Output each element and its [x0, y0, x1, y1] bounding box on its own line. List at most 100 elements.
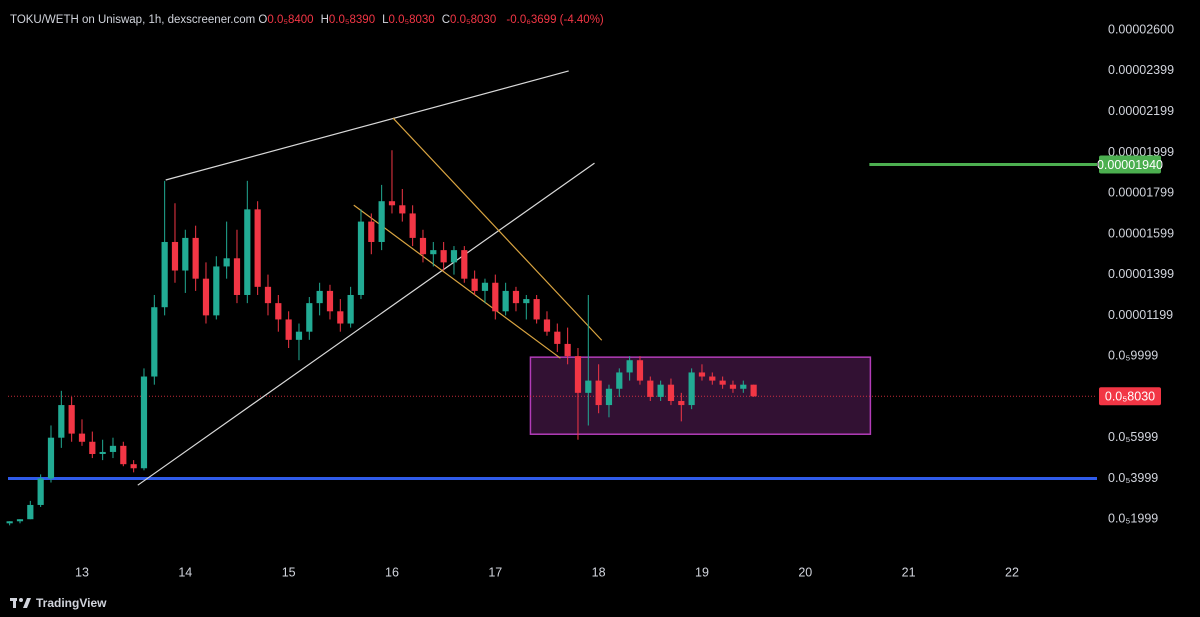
candle-body	[78, 433, 86, 442]
candle-body	[295, 331, 303, 340]
candle-body	[388, 201, 396, 206]
candle-body	[120, 445, 127, 465]
candle-body	[543, 319, 551, 332]
candle-body	[709, 376, 716, 381]
x-tick-label: 17	[488, 565, 502, 579]
candle-body	[419, 237, 427, 255]
price-label-box	[1099, 155, 1161, 174]
logo	[10, 598, 31, 608]
candle-body	[564, 343, 571, 357]
candle-body	[667, 384, 675, 401]
candle-body	[213, 266, 220, 316]
candle-body	[585, 380, 592, 393]
ohlc-value: 0.0₅8400	[267, 14, 314, 26]
candle-body	[481, 282, 489, 291]
candle-body	[636, 360, 644, 381]
ohlc: O0.0₅8400 H0.0₅8390 L0.0₅8030 C0.0₅8030	[258, 14, 503, 26]
candle-body	[58, 405, 65, 438]
price-label: 0.00001940	[1097, 158, 1163, 172]
y-tick-label: 0.0₅9999	[1108, 348, 1158, 362]
x-tick-label: 20	[798, 565, 812, 579]
candle-body	[326, 290, 334, 312]
ohlc-value: 0.0₅8030	[450, 14, 497, 26]
candle-body	[202, 278, 210, 316]
candle-body	[719, 380, 726, 385]
candle-body	[409, 213, 416, 238]
x-tick-label: 13	[75, 565, 89, 579]
y-tick-label: 0.00001599	[1108, 226, 1174, 240]
candle-body	[647, 380, 654, 397]
x-tick-label: 14	[178, 565, 192, 579]
candle-body	[140, 376, 148, 469]
y-tick-label: 0.00002199	[1108, 104, 1174, 118]
x-tick-label: 15	[282, 565, 296, 579]
candle-body	[99, 451, 106, 454]
candle-body	[151, 307, 158, 377]
candle-body	[502, 290, 509, 312]
candle-body	[171, 241, 179, 271]
candle-body	[264, 286, 272, 304]
candle-body	[605, 388, 613, 406]
candle-body	[492, 282, 499, 312]
candle-body	[6, 521, 13, 524]
y-tick-label: 0.00001999	[1108, 145, 1174, 159]
price-label-box	[1099, 387, 1161, 406]
trendline	[392, 117, 603, 341]
y-tick-label: 0.00002600	[1108, 22, 1174, 36]
trendline	[353, 204, 561, 359]
candle-body	[523, 299, 530, 304]
y-tick-label: 0.0₅3999	[1108, 471, 1158, 485]
candle-body	[430, 250, 437, 255]
candle-body	[337, 311, 344, 324]
candle-body	[740, 384, 747, 389]
candle-body	[688, 372, 695, 406]
candle-body	[595, 380, 602, 406]
candle-body	[192, 237, 199, 279]
y-tick-label: 0.00001399	[1108, 267, 1174, 281]
candle-body	[16, 519, 24, 522]
change: -0.0₆3699 (-4.40%)	[506, 14, 604, 26]
candle-body	[47, 437, 55, 479]
candle-body	[399, 205, 406, 214]
trendline	[137, 162, 595, 486]
price-label: 0.0₅8030	[1105, 390, 1155, 404]
ohlc-key: L	[382, 14, 389, 26]
candle-body	[574, 356, 582, 393]
candle-body	[378, 201, 385, 242]
candle-body	[512, 290, 520, 304]
candle-body	[109, 445, 117, 452]
candle-body	[750, 384, 757, 397]
candle-body	[347, 294, 354, 324]
brand-name: TradingView	[36, 596, 107, 610]
brand: TradingView	[10, 596, 106, 610]
candle-body	[233, 258, 241, 295]
candle-body	[616, 372, 623, 389]
candle-body	[554, 331, 561, 344]
candle-body	[698, 372, 706, 377]
candle-body	[275, 303, 282, 320]
ohlc-value: 0.0₅8390	[328, 14, 376, 26]
candle-body	[316, 290, 323, 304]
candle-body	[729, 384, 737, 389]
candle-body	[130, 464, 137, 469]
range-box	[529, 356, 872, 435]
candle-body	[161, 241, 168, 308]
x-tick-label: 19	[695, 565, 709, 579]
x-tick-label: 22	[1005, 565, 1019, 579]
ohlc-key: H	[320, 14, 329, 26]
y-tick-label: 0.0₅5999	[1108, 430, 1158, 444]
candle-body	[471, 278, 478, 291]
candle-body	[89, 441, 96, 454]
symbol: TOKU/WETH on Uniswap, 1h, dexscreener.co…	[10, 14, 256, 26]
y-tick-label: 0.0₅1999	[1108, 512, 1158, 526]
candle-body	[657, 384, 664, 397]
ohlc-key: C	[441, 14, 451, 26]
candle-body	[461, 250, 468, 279]
candle-body	[626, 360, 633, 373]
candle-body	[533, 299, 540, 320]
candle-body	[27, 504, 34, 520]
x-tick-label: 16	[385, 565, 399, 579]
candle-body	[254, 209, 261, 287]
candle-body	[678, 400, 685, 406]
candle-body	[368, 221, 375, 242]
